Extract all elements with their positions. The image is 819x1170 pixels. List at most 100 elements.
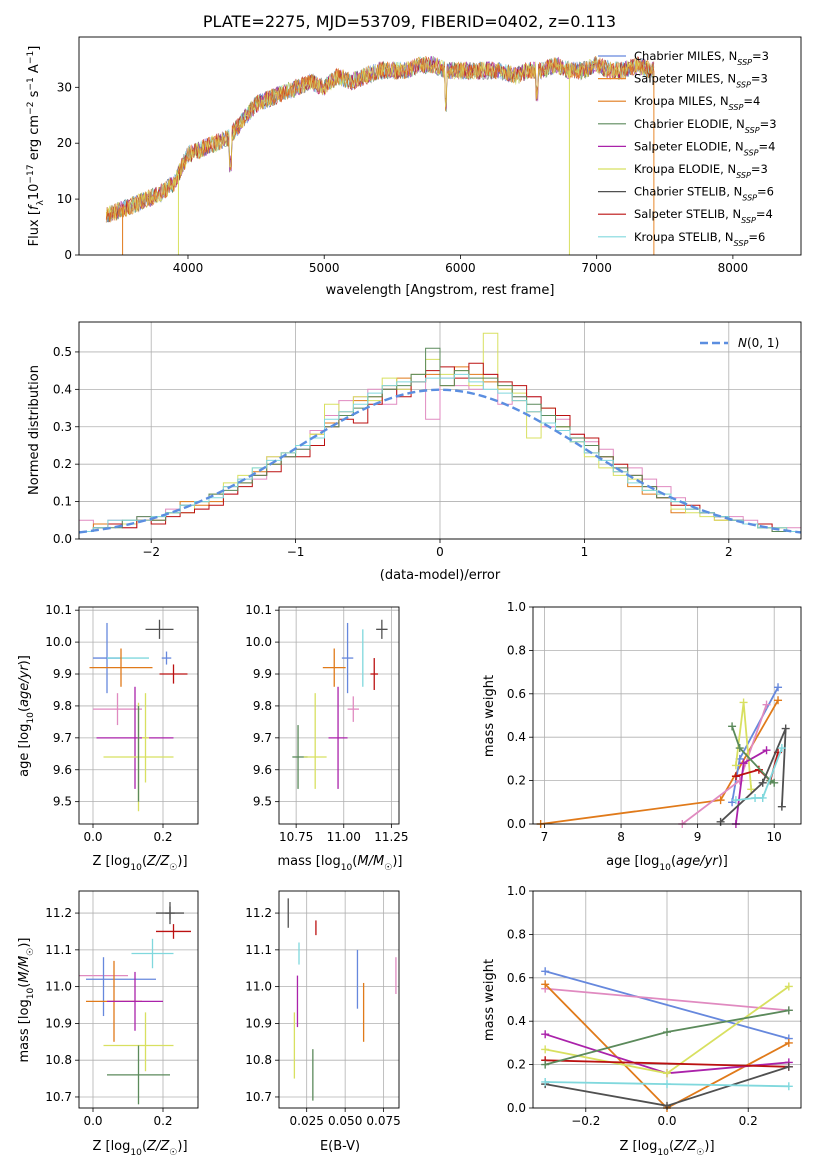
spectrum-ytick-label: 10 <box>57 192 72 206</box>
age-z-ylabel: age [log10(age/yr)] <box>17 655 36 777</box>
weight_vs_z-marker <box>541 980 550 989</box>
legend-label: Salpeter ELODIE, NSSP=4 <box>634 139 775 157</box>
mass_vs_ebv-ytick-label: 10.7 <box>245 1090 272 1104</box>
weight_vs_age-ytick-label: 1.0 <box>507 600 526 614</box>
age_vs_z-ytick-label: 9.5 <box>53 795 72 809</box>
weight_vs_z-series-line <box>545 987 789 1012</box>
weight_vs_age-marker <box>762 746 771 755</box>
spectrum-ytick-label: 30 <box>57 80 72 94</box>
weight_vs_z-marker <box>784 1062 793 1071</box>
mass_vs_z-xtick-label: 0.0 <box>83 1114 102 1128</box>
weight_vs_age-marker <box>770 778 779 787</box>
residual_histogram-xtick-label: −2 <box>142 545 160 559</box>
weight_vs_age-series-line <box>719 728 787 823</box>
weight_vs_z-xtick-label: 0.0 <box>657 1114 676 1128</box>
weight_vs_age-marker <box>751 793 760 802</box>
weight_vs_age-ytick-label: 0.0 <box>507 817 526 831</box>
weight_vs_age-marker <box>716 817 725 826</box>
residual_histogram-ytick-label: 0.0 <box>53 532 72 546</box>
weight_vs_z-ytick-label: 0.6 <box>507 971 526 985</box>
weight_vs_z-marker <box>663 1101 671 1110</box>
weight_vs_age-marker <box>739 698 748 707</box>
mass_vs_ebv-ytick-label: 10.8 <box>245 1053 272 1067</box>
mass_vs_z-axes-frame <box>78 890 199 1109</box>
weight_vs_age-marker <box>731 761 740 770</box>
weight_vs_z-marker <box>784 1082 793 1091</box>
spectrum-xtick-label: 6000 <box>445 261 476 275</box>
residual_histogram-xtick-label: 1 <box>581 545 589 559</box>
weight_vs_age-ytick-label: 0.4 <box>507 730 526 744</box>
weight_vs_z-ytick-label: 0.4 <box>507 1014 526 1028</box>
legend-label: Chabrier STELIB, NSSP=6 <box>634 185 774 203</box>
mass_vs_ebv-xtick-label: 0.050 <box>328 1114 362 1128</box>
spectrum-line <box>106 56 655 219</box>
mass-z-xlabel: Z [log10(Z/Z☉)] <box>92 1139 187 1158</box>
mass_vs_z-ytick-label: 11.0 <box>45 980 72 994</box>
normal-curve <box>79 388 801 534</box>
age_vs_z-xtick-label: 0.0 <box>83 830 102 844</box>
weight_vs_z-marker <box>663 1080 671 1089</box>
weight_vs_z-marker <box>541 1077 550 1086</box>
weight-z-xlabel: Z [log10(Z/Z☉)] <box>619 1139 714 1158</box>
legend-label: Kroupa ELODIE, NSSP=3 <box>634 162 768 180</box>
age_vs_z-ytick-label: 9.8 <box>53 699 72 713</box>
residual_histogram-ytick-label: 0.1 <box>53 495 72 509</box>
mass_vs_z-xtick-label: 0.2 <box>153 1114 172 1128</box>
weight_vs_z-ytick-label: 0.8 <box>507 927 526 941</box>
residual_histogram-ytick-label: 0.5 <box>53 345 72 359</box>
weight_vs_z-ytick-label: 0.2 <box>507 1058 526 1072</box>
weight_vs_age-ytick-label: 0.8 <box>507 643 526 657</box>
weight_vs_z-xtick-label: −0.2 <box>571 1114 600 1128</box>
weight_vs_age-ytick-label: 0.6 <box>507 687 526 701</box>
weight_vs_z-marker <box>541 1060 550 1069</box>
residual_histogram-axes-frame <box>78 321 802 540</box>
weight_vs_age-marker <box>758 793 767 802</box>
histogram-ylabel: Normed distribution <box>27 365 42 495</box>
weight_vs_age-marker <box>762 700 771 709</box>
age-mass-xlabel: mass [log10(M/M☉)] <box>278 854 403 873</box>
weight_vs_age-marker <box>728 722 737 731</box>
spectrum-axes-frame <box>78 36 802 256</box>
weight_vs_z-marker <box>663 1069 671 1078</box>
age_vs_mass-ytick-label: 10.1 <box>245 603 272 617</box>
spectrum-ytick-label: 20 <box>57 136 72 150</box>
weight_vs_age-marker <box>735 776 744 785</box>
weight-age-xlabel: age [log10(age/yr)] <box>606 854 728 873</box>
age_vs_z-ytick-label: 9.6 <box>53 763 72 777</box>
age_vs_mass-ytick-label: 9.6 <box>253 763 272 777</box>
residual_histogram-ytick-label: 0.2 <box>53 457 72 471</box>
mass_vs_ebv-ytick-label: 10.9 <box>245 1016 272 1030</box>
age_vs_mass-ytick-label: 9.7 <box>253 731 272 745</box>
weight_vs_z-xtick-label: 0.2 <box>739 1114 758 1128</box>
weight_vs_age-marker <box>731 796 740 805</box>
mass-z-ylabel: mass [log10(M/M☉)] <box>17 938 36 1063</box>
age_vs_mass-ytick-label: 9.9 <box>253 667 272 681</box>
spectrum-ylabel: Flux [fλ10−17 erg cm−2 s−1 A−1] <box>26 46 46 247</box>
weight_vs_z-axes-frame <box>532 890 802 1109</box>
histogram-xlabel: (data-model)/error <box>380 568 501 583</box>
mass_vs_ebv-xtick-label: 0.025 <box>290 1114 324 1128</box>
weight_vs_z-marker <box>784 982 793 991</box>
spectrum-xlabel: wavelength [Angstrom, rest frame] <box>326 283 555 298</box>
legend-label: Salpeter STELIB, NSSP=4 <box>634 207 773 225</box>
weight_vs_z-ytick-label: 1.0 <box>507 884 526 898</box>
weight_vs_z-marker <box>541 1045 550 1054</box>
weight_vs_age-marker <box>781 724 790 733</box>
residual_histogram-xtick-label: 2 <box>725 545 733 559</box>
weight_vs_age-xtick-label: 9 <box>694 830 702 844</box>
mass_vs_z-ytick-label: 11.1 <box>45 943 72 957</box>
weight_vs_age-marker <box>735 744 744 753</box>
weight_vs_age-marker <box>774 683 783 692</box>
weight_vs_z-series-line <box>545 1059 789 1068</box>
age_vs_mass-xtick-label: 11.25 <box>374 830 408 844</box>
weight_vs_z-marker <box>663 1028 671 1037</box>
mass_vs_ebv-xtick-label: 0.075 <box>366 1114 400 1128</box>
weight_vs_age-marker <box>774 696 783 705</box>
age_vs_mass-ytick-label: 9.8 <box>253 699 272 713</box>
legend-label: Chabrier ELODIE, NSSP=3 <box>634 117 777 135</box>
mass_vs_z-ytick-label: 10.8 <box>45 1053 72 1067</box>
spectrum-xtick-label: 4000 <box>173 261 204 275</box>
age-z-xlabel: Z [log10(Z/Z☉)] <box>92 854 187 873</box>
spectrum-line <box>105 56 655 223</box>
